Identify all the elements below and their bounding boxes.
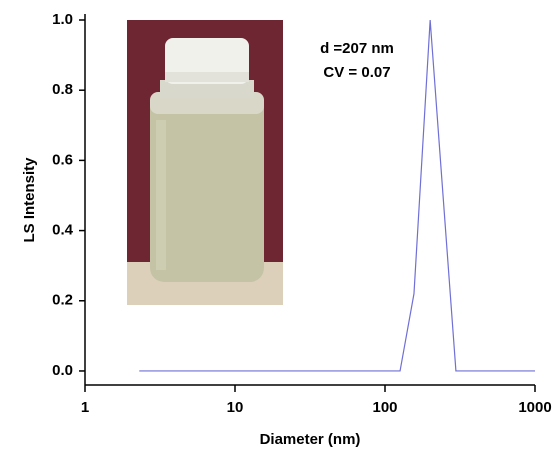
line bbox=[139, 19, 535, 372]
y-tick-label: 0.4 bbox=[52, 222, 74, 239]
y-tick-label: 0.2 bbox=[52, 292, 73, 309]
annotation: d =207 nm bbox=[320, 40, 394, 57]
x-tick-label: 1 bbox=[81, 399, 89, 416]
y-tick-label: 0.8 bbox=[52, 81, 73, 98]
x-tick-label: 10 bbox=[227, 399, 244, 416]
x-axis-label: Diameter (nm) bbox=[260, 431, 361, 448]
y-tick-label: 1.0 bbox=[52, 11, 73, 28]
annotation: CV = 0.07 bbox=[323, 64, 390, 81]
y-axis-label: LS Intensity bbox=[21, 157, 38, 243]
y-tick-label: 0.6 bbox=[52, 151, 73, 168]
x-tick-label: 100 bbox=[372, 399, 397, 416]
inset-photo bbox=[127, 20, 283, 305]
y-tick-label: 0.0 bbox=[52, 362, 73, 379]
x-tick-label: 1000 bbox=[518, 399, 551, 416]
